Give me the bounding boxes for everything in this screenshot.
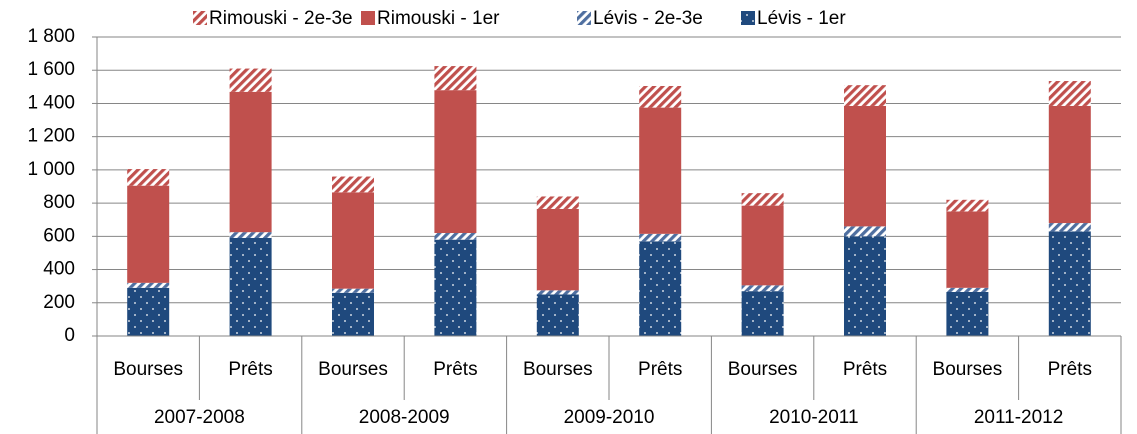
bar-segment [536, 294, 579, 336]
x-tick-label: Prêts [433, 359, 477, 380]
bar-segment [1048, 105, 1091, 224]
bar-segment [844, 105, 886, 227]
y-tick-label: 200 [43, 292, 75, 313]
bar-segment [639, 86, 682, 108]
bar-segment [332, 292, 374, 336]
bar-segment [639, 241, 682, 336]
bar-segment [741, 285, 784, 292]
group-label: 2009-2010 [564, 407, 655, 428]
bar-segment [332, 176, 374, 193]
x-tick-label: Prêts [638, 359, 682, 380]
bar-segment [434, 239, 477, 336]
bar-segment [127, 169, 170, 186]
bar-segment [946, 291, 989, 336]
bar-segment [434, 66, 477, 91]
legend-label: Lévis - 2e-3e [593, 8, 703, 29]
bar-segment [434, 233, 477, 240]
bar-segment [946, 287, 989, 292]
bar-segment [1048, 81, 1091, 106]
bar-segment [229, 232, 272, 238]
y-tick-label: 0 [64, 325, 75, 346]
x-tick-label: Bourses [933, 359, 1003, 380]
y-tick-label: 1 400 [27, 92, 75, 113]
bar-segment [434, 90, 477, 234]
x-tick-label: Bourses [523, 359, 593, 380]
y-tick-label: 600 [43, 225, 75, 246]
group-label: 2007-2008 [154, 407, 245, 428]
bar-segment [229, 91, 272, 233]
y-tick-label: 1 200 [27, 126, 75, 147]
bar-segment [741, 193, 784, 206]
bar-segment [1048, 231, 1091, 336]
bar-segment [1048, 223, 1091, 232]
x-tick-label: Prêts [843, 359, 887, 380]
bar-segment [844, 236, 886, 336]
y-tick-label: 1 600 [27, 59, 75, 80]
legend-swatch [361, 11, 375, 25]
x-tick-label: Prêts [228, 359, 272, 380]
bar-segment [127, 287, 170, 336]
bar-segment [844, 85, 886, 106]
bar-segment [946, 199, 989, 212]
legend-label: Lévis - 1er [757, 8, 846, 29]
bar-segment [639, 107, 682, 234]
bar-segment [536, 196, 579, 209]
group-label: 2008-2009 [359, 407, 450, 428]
legend-swatch [741, 11, 755, 25]
bar-segment [127, 185, 170, 283]
y-tick-label: 400 [43, 259, 75, 280]
bar-segment [332, 192, 374, 289]
x-tick-label: Bourses [728, 359, 798, 380]
bar-segment [844, 226, 886, 237]
y-tick-label: 1 000 [27, 159, 75, 180]
group-label: 2010-2011 [769, 407, 858, 428]
bar-segment [639, 233, 682, 242]
bar-segment [741, 291, 784, 336]
bar-segment [229, 68, 272, 92]
y-tick-label: 800 [43, 192, 75, 213]
x-tick-label: Bourses [113, 359, 183, 380]
y-tick-label: 1 800 [27, 26, 75, 47]
bar-segment [229, 237, 272, 336]
bar-segment [536, 290, 579, 295]
x-tick-label: Bourses [318, 359, 388, 380]
bar-segment [127, 282, 170, 288]
x-tick-label: Prêts [1048, 359, 1092, 380]
group-label: 2011-2012 [974, 407, 1063, 428]
bar-segment [332, 288, 374, 293]
bar-segment [536, 208, 579, 291]
legend-label: Rimouski - 2e-3e [209, 8, 353, 29]
bar-segment [741, 205, 784, 286]
bar-segment [946, 211, 989, 288]
legend-label: Rimouski - 1er [377, 8, 500, 29]
legend-swatch [577, 11, 591, 25]
legend-swatch [193, 11, 207, 25]
